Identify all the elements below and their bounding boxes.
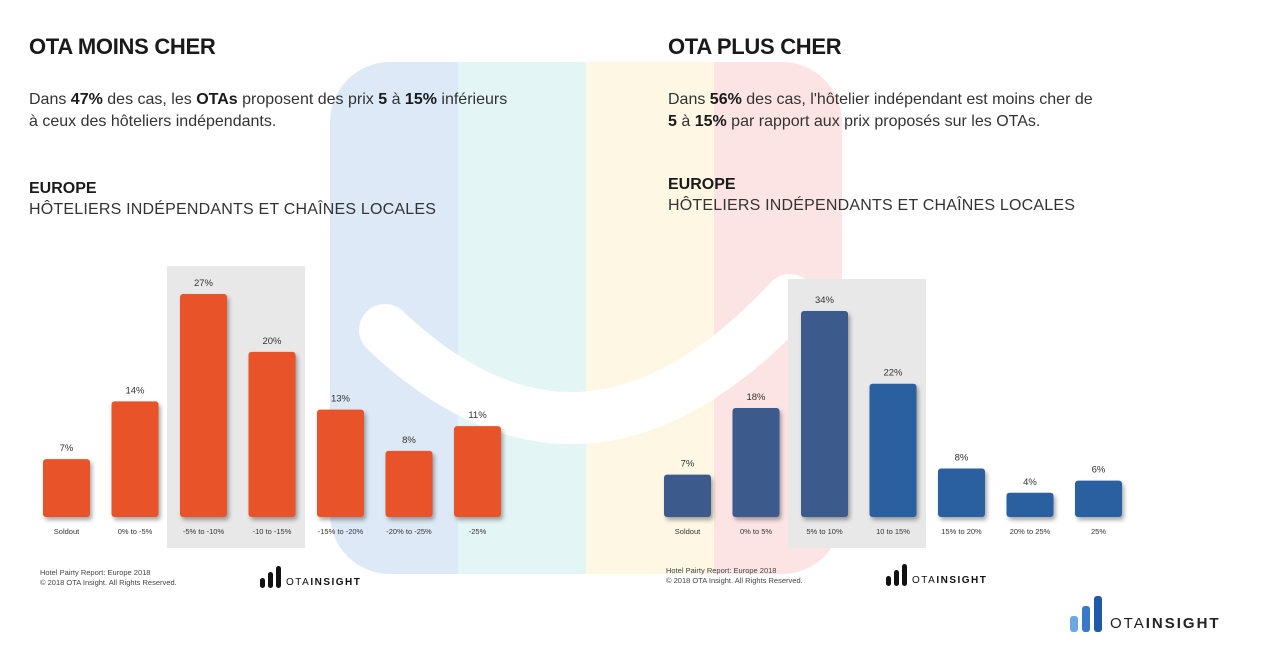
left-value-label-4: 13% bbox=[331, 394, 351, 405]
right-subtitle: HÔTELIERS INDÉPENDANTS ET CHAÎNES LOCALE… bbox=[668, 197, 1076, 214]
left-value-label-6: 11% bbox=[468, 410, 487, 421]
left-category-label-2: -5% to -10% bbox=[183, 527, 225, 536]
left-bar-5 bbox=[385, 450, 433, 517]
left-title: OTA MOINS CHER bbox=[29, 34, 216, 59]
left-category-label-5: -20% to -25% bbox=[386, 527, 432, 536]
right-bar-3 bbox=[869, 383, 917, 517]
logo-text-insight: INSIGHT bbox=[936, 575, 988, 586]
right-bar-0 bbox=[664, 474, 711, 517]
right-category-label-6: 25% bbox=[1091, 527, 1106, 536]
left-value-label-1: 14% bbox=[125, 385, 145, 396]
right-value-label-1: 18% bbox=[746, 392, 766, 403]
right-bar-5 bbox=[1006, 492, 1054, 517]
left-region: EUROPE bbox=[29, 180, 97, 197]
left-ota-insight-logo: OTAINSIGHT bbox=[260, 566, 361, 588]
left-bar-1 bbox=[111, 401, 159, 517]
left-category-label-1: 0% to -5% bbox=[118, 527, 153, 536]
logo-text-ota: OTA bbox=[912, 575, 937, 586]
left-bar-0 bbox=[43, 459, 90, 517]
right-category-label-2: 5% to 10% bbox=[806, 527, 843, 536]
right-category-label-5: 20% to 25% bbox=[1010, 527, 1051, 536]
left-category-label-4: -15% to -20% bbox=[318, 527, 364, 536]
left-category-label-3: -10 to -15% bbox=[253, 527, 292, 536]
left-category-label-6: -25% bbox=[469, 527, 487, 536]
right-title: OTA PLUS CHER bbox=[668, 34, 842, 59]
left-bar-3 bbox=[248, 351, 296, 517]
corner-logo-text-insight: INSIGHT bbox=[1145, 615, 1221, 632]
right-bar-6 bbox=[1075, 480, 1122, 517]
right-bar-2 bbox=[801, 311, 848, 517]
right-category-label-3: 10 to 15% bbox=[876, 527, 910, 536]
logo-text-insight: INSIGHT bbox=[310, 577, 362, 588]
right-category-label-4: 15% to 20% bbox=[941, 527, 982, 536]
right-footer-report: Hotel Pairty Report: Europe 2018 bbox=[666, 566, 777, 575]
right-value-label-4: 8% bbox=[955, 453, 969, 464]
left-footer: Hotel Pairty Report: Europe 2018 © 2018 … bbox=[40, 568, 177, 588]
left-value-label-2: 27% bbox=[194, 278, 214, 289]
right-footer: Hotel Pairty Report: Europe 2018 © 2018 … bbox=[666, 566, 803, 586]
right-value-label-2: 34% bbox=[815, 295, 835, 306]
right-value-label-0: 7% bbox=[681, 459, 695, 470]
left-value-label-5: 8% bbox=[402, 435, 416, 446]
logo-text-ota: OTA bbox=[286, 577, 311, 588]
left-value-label-3: 20% bbox=[262, 336, 282, 347]
left-value-label-0: 7% bbox=[60, 443, 74, 454]
right-ota-insight-logo: OTAINSIGHT bbox=[886, 564, 987, 586]
right-value-label-6: 6% bbox=[1092, 465, 1106, 476]
left-subtitle: HÔTELIERS INDÉPENDANTS ET CHAÎNES LOCALE… bbox=[29, 201, 437, 218]
right-region: EUROPE bbox=[668, 176, 736, 193]
left-footer-report: Hotel Pairty Report: Europe 2018 bbox=[40, 568, 151, 577]
left-bar-4 bbox=[317, 409, 364, 517]
right-category-label-1: 0% to 5% bbox=[740, 527, 772, 536]
left-bar-6 bbox=[454, 426, 501, 517]
ota-logo-mark-icon bbox=[260, 566, 281, 588]
left-description: Dans 47% des cas, les OTAs proposent des… bbox=[29, 91, 508, 130]
left-footer-copyright: © 2018 OTA Insight. All Rights Reserved. bbox=[40, 578, 177, 587]
ota-logo-mark-icon bbox=[886, 564, 907, 586]
right-value-label-3: 22% bbox=[883, 368, 903, 379]
right-bar-1 bbox=[732, 407, 780, 517]
ota-logo-mark-icon-color bbox=[1070, 596, 1102, 632]
right-value-label-5: 4% bbox=[1023, 477, 1037, 488]
corner-ota-insight-logo: OTAINSIGHT bbox=[1070, 596, 1221, 632]
right-description: Dans 56% des cas, l'hôtelier indépendant… bbox=[668, 91, 1093, 130]
right-bar-4 bbox=[938, 468, 985, 517]
corner-logo-text-ota: OTA bbox=[1110, 615, 1146, 632]
right-category-label-0: Soldout bbox=[675, 527, 701, 536]
left-category-label-0: Soldout bbox=[54, 527, 80, 536]
right-footer-copyright: © 2018 OTA Insight. All Rights Reserved. bbox=[666, 576, 803, 585]
left-bar-2 bbox=[180, 294, 227, 517]
